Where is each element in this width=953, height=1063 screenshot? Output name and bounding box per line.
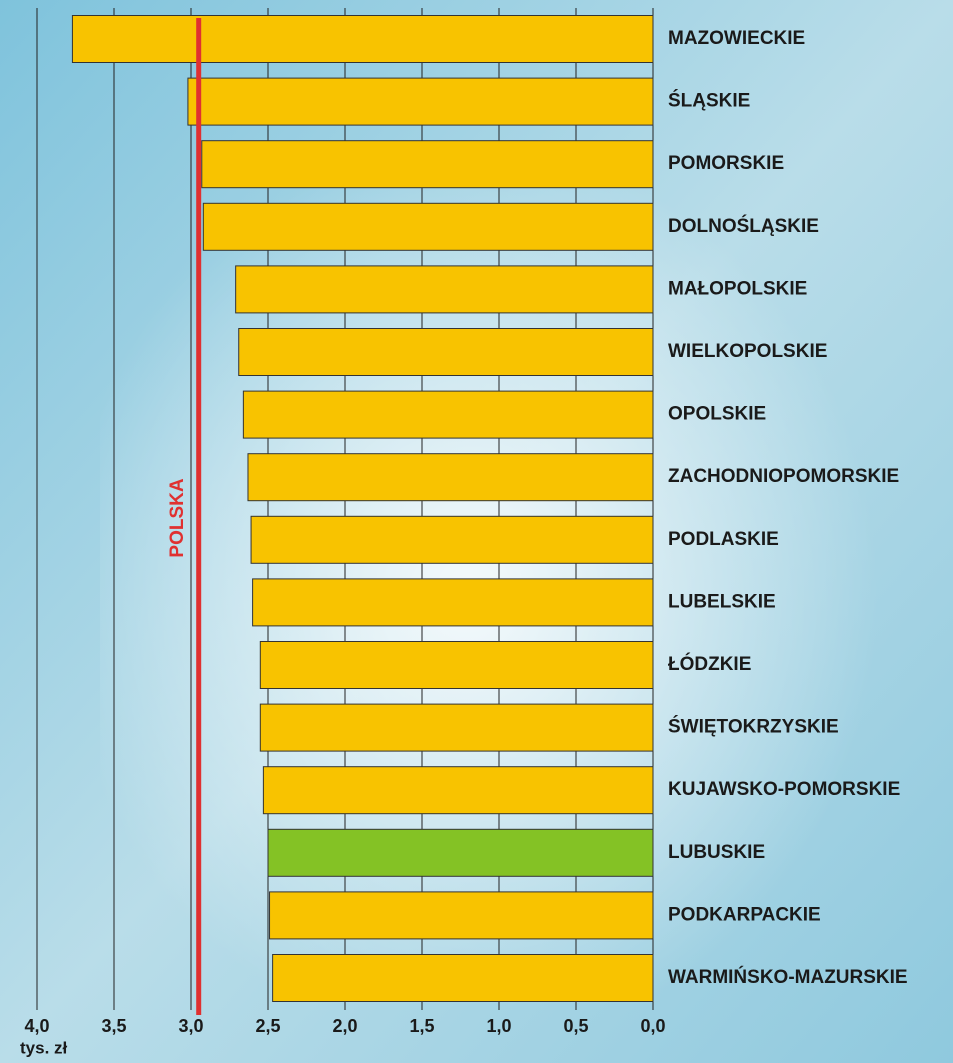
bar: [188, 78, 653, 125]
bar: [251, 516, 653, 563]
bar: [72, 16, 653, 63]
x-tick-label: 4,0: [24, 1016, 49, 1036]
bar: [236, 266, 653, 313]
x-tick-label: 3,0: [178, 1016, 203, 1036]
category-label: LUBUSKIE: [668, 842, 765, 863]
x-tick-label: 2,0: [332, 1016, 357, 1036]
x-tick-label: 0,5: [563, 1016, 588, 1036]
bar: [202, 141, 653, 188]
category-label: WIELKOPOLSKIE: [668, 341, 827, 362]
bar: [260, 704, 653, 751]
bar: [263, 767, 653, 814]
category-label: ZACHODNIOPOMORSKIE: [668, 466, 899, 487]
bar: [239, 329, 653, 376]
category-label: ŁÓDZKIE: [668, 653, 751, 675]
page: tys. zł 4,0 3,5 3,0 2,5 2,0 1,5 1,0 0,5 0,0 MAZOW…: [0, 0, 953, 1063]
bar: [253, 579, 653, 626]
category-label: KUJAWSKO-POMORSKIE: [668, 779, 900, 800]
x-tick-label: 3,5: [101, 1016, 126, 1036]
category-label: POMORSKIE: [668, 153, 784, 174]
category-label: ŚLĄSKIE: [668, 90, 750, 112]
bar: [203, 203, 653, 250]
bar: [260, 642, 653, 689]
category-label: PODLASKIE: [668, 529, 779, 550]
bar: [270, 892, 653, 939]
bar: [243, 391, 653, 438]
category-label: LUBELSKIE: [668, 591, 776, 612]
x-axis-label: tys. zł: [20, 1038, 68, 1057]
category-label: MAŁOPOLSKIE: [668, 278, 807, 299]
category-label: OPOLSKIE: [668, 404, 766, 425]
bar: [273, 955, 653, 1002]
category-label: MAZOWIECKIE: [668, 28, 805, 49]
category-label: PODKARPACKIE: [668, 904, 821, 925]
category-label: DOLNOŚLĄSKIE: [668, 215, 819, 237]
x-tick-label: 0,0: [640, 1016, 665, 1036]
chart: tys. zł 4,0 3,5 3,0 2,5 2,0 1,5 1,0 0,5 0,0 MAZOW…: [0, 0, 953, 1063]
reference-label: POLSKA: [167, 478, 188, 557]
category-label: ŚWIĘTOKRZYSKIE: [668, 716, 839, 738]
x-tick-label: 1,5: [409, 1016, 434, 1036]
x-tick-label: 2,5: [255, 1016, 280, 1036]
bar: [268, 829, 653, 876]
x-tick-label: 1,0: [486, 1016, 511, 1036]
category-label: WARMIŃSKO-MAZURSKIE: [668, 966, 908, 988]
bar: [248, 454, 653, 501]
